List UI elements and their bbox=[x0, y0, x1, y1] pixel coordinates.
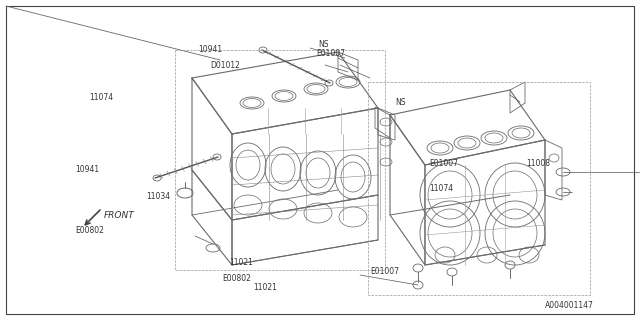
Text: 11021: 11021 bbox=[229, 258, 253, 267]
Text: 11074: 11074 bbox=[90, 93, 114, 102]
Text: 11074: 11074 bbox=[429, 184, 453, 193]
Text: 10941: 10941 bbox=[198, 45, 223, 54]
Text: 11008: 11008 bbox=[526, 159, 550, 168]
Text: 11034: 11034 bbox=[146, 192, 170, 201]
Text: E00802: E00802 bbox=[223, 274, 252, 283]
Text: D01012: D01012 bbox=[210, 61, 240, 70]
Text: E01007: E01007 bbox=[316, 49, 345, 58]
Text: A004001147: A004001147 bbox=[545, 300, 594, 309]
Text: E00802: E00802 bbox=[76, 226, 104, 235]
Text: E01007: E01007 bbox=[370, 268, 399, 276]
Text: 11021: 11021 bbox=[253, 284, 276, 292]
Text: FRONT: FRONT bbox=[104, 211, 135, 220]
Text: E01007: E01007 bbox=[429, 159, 458, 168]
Text: 10941: 10941 bbox=[76, 165, 100, 174]
Text: NS: NS bbox=[396, 98, 406, 107]
Text: NS: NS bbox=[319, 40, 329, 49]
